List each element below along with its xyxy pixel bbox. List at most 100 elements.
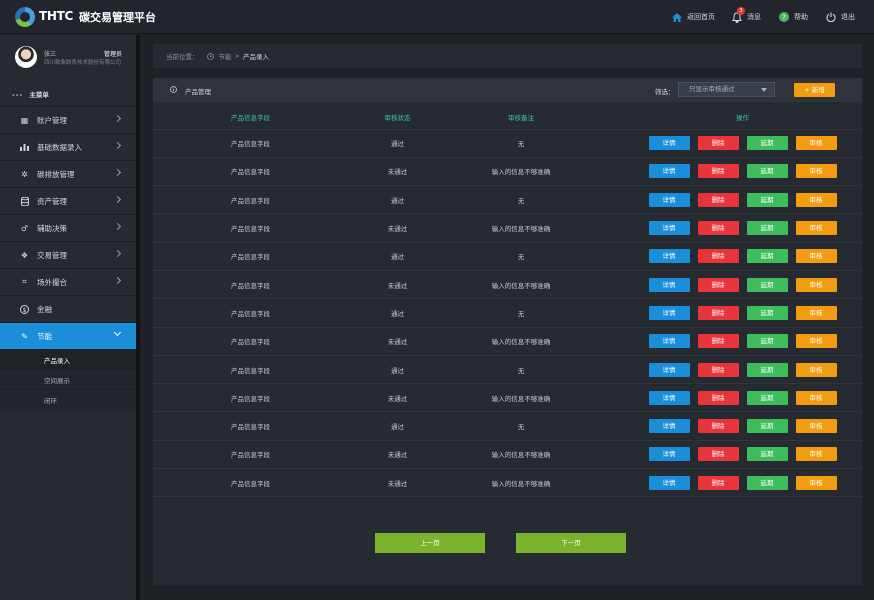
sidebar-item-emission[interactable]: ✲ 碳排放管理 — [0, 160, 136, 187]
sidebar-item-label: 辅助决策 — [37, 223, 67, 233]
delete-button[interactable]: 删除 — [697, 221, 739, 236]
sidebar-item-label: 账户管理 — [37, 115, 67, 125]
review-button[interactable]: 审核 — [795, 305, 837, 320]
next-page-button[interactable]: 下一页 — [516, 533, 626, 553]
review-button[interactable]: 审核 — [795, 419, 837, 434]
sidebar-item-energy-saving[interactable]: ✎ 节能 — [0, 322, 136, 349]
review-button[interactable]: 审核 — [795, 136, 837, 151]
home-link-label: 返回首页 — [687, 13, 715, 21]
review-button[interactable]: 审核 — [795, 447, 837, 462]
sidebar-item-trading[interactable]: ❖ 交易管理 — [0, 241, 136, 268]
sidebar-item-finance[interactable]: $ 金融 — [0, 295, 136, 322]
home-link[interactable]: 返回首页 — [672, 0, 715, 34]
sidebar-item-basic-data[interactable]: 基础数据录入 — [0, 133, 136, 160]
table-row: 产品信息字段 通过无详情 删除 延期 审核 — [153, 298, 862, 328]
sidebar-item-assets[interactable]: 资产管理 — [0, 187, 136, 214]
sidebar-subitem-closed-loop[interactable]: 闭环 — [0, 389, 136, 409]
detail-button[interactable]: 详情 — [648, 305, 690, 320]
delete-button[interactable]: 删除 — [697, 136, 739, 151]
extend-button[interactable]: 延期 — [746, 419, 788, 434]
sidebar-item-label: 基础数据录入 — [37, 142, 82, 152]
delete-button[interactable]: 删除 — [697, 305, 739, 320]
sidebar-item-label: 交易管理 — [37, 250, 67, 260]
chevron-right-icon — [113, 168, 122, 177]
detail-button[interactable]: 详情 — [648, 334, 690, 349]
messages-link[interactable]: 3 消息 — [732, 0, 761, 34]
sidebar-item-label: 节能 — [37, 331, 52, 341]
review-button[interactable]: 审核 — [795, 362, 837, 377]
sidebar-item-account[interactable]: ▦ 账户管理 — [0, 106, 136, 133]
review-button[interactable]: 审核 — [795, 475, 837, 490]
review-button[interactable]: 审核 — [795, 249, 837, 264]
detail-button[interactable]: 详情 — [648, 249, 690, 264]
extend-button[interactable]: 延期 — [746, 390, 788, 405]
detail-button[interactable]: 详情 — [648, 475, 690, 490]
delete-button[interactable]: 删除 — [697, 419, 739, 434]
add-product-button[interactable]: + 新增 — [794, 83, 835, 97]
delete-button[interactable]: 删除 — [697, 390, 739, 405]
extend-button[interactable]: 延期 — [746, 192, 788, 207]
prev-page-button[interactable]: 上一页 — [375, 533, 485, 553]
breadcrumb-path[interactable]: 节能 — [218, 53, 232, 61]
extend-button[interactable]: 延期 — [746, 447, 788, 462]
detail-button[interactable]: 详情 — [648, 136, 690, 151]
chevron-right-icon — [113, 195, 122, 204]
detail-button[interactable]: 详情 — [648, 277, 690, 292]
extend-button[interactable]: 延期 — [746, 334, 788, 349]
review-button[interactable]: 审核 — [795, 192, 837, 207]
cell-status: 通过 — [348, 411, 447, 441]
delete-button[interactable]: 删除 — [697, 249, 739, 264]
extend-button[interactable]: 延期 — [746, 164, 788, 179]
sidebar-subitem-product-entry[interactable]: 产品录入 — [0, 349, 136, 369]
detail-button[interactable]: 详情 — [648, 447, 690, 462]
detail-button[interactable]: 详情 — [648, 390, 690, 405]
chevron-down-icon — [113, 328, 122, 337]
delete-button[interactable]: 删除 — [697, 447, 739, 462]
delete-button[interactable]: 删除 — [697, 475, 739, 490]
delete-button[interactable]: 删除 — [697, 164, 739, 179]
review-button[interactable]: 审核 — [795, 390, 837, 405]
filter-select[interactable]: 只显示审核通过 — [678, 82, 775, 97]
detail-button[interactable]: 详情 — [648, 221, 690, 236]
column-header-status: 审核状态 — [384, 114, 411, 123]
extend-button[interactable]: 延期 — [746, 136, 788, 151]
review-button[interactable]: 审核 — [795, 334, 837, 349]
detail-button[interactable]: 详情 — [648, 419, 690, 434]
extend-button[interactable]: 延期 — [746, 277, 788, 292]
detail-button[interactable]: 详情 — [648, 164, 690, 179]
cell-status: 未通过 — [348, 269, 447, 299]
extend-button[interactable]: 延期 — [746, 221, 788, 236]
table-header-row: 产品信息字段 审核状态 审核备注 操作 — [153, 106, 862, 129]
cell-actions: 详情 删除 延期 审核 — [595, 354, 862, 384]
sidebar-subitem-space-display[interactable]: 空间展示 — [0, 369, 136, 389]
detail-button[interactable]: 详情 — [648, 192, 690, 207]
breadcrumb-prefix: 当前位置： — [166, 53, 199, 61]
cell-remark: 输入的信息不够准确 — [447, 383, 595, 412]
review-button[interactable]: 审核 — [795, 164, 837, 179]
cell-status: 通过 — [348, 298, 447, 328]
sidebar-item-otc[interactable]: ⌗ 场外撮合 — [0, 268, 136, 295]
cell-field: 产品信息字段 — [153, 241, 348, 271]
app-title: 碳交易管理平台 — [79, 11, 156, 24]
extend-button[interactable]: 延期 — [746, 305, 788, 320]
cell-status: 未通过 — [348, 439, 447, 469]
review-button[interactable]: 审核 — [795, 221, 837, 236]
review-button[interactable]: 审核 — [795, 277, 837, 292]
extend-button[interactable]: 延期 — [746, 475, 788, 490]
sidebar-item-decision[interactable]: ♂ 辅助决策 — [0, 214, 136, 241]
delete-button[interactable]: 删除 — [697, 277, 739, 292]
delete-button[interactable]: 删除 — [697, 334, 739, 349]
delete-button[interactable]: 删除 — [697, 362, 739, 377]
extend-button[interactable]: 延期 — [746, 362, 788, 377]
gear-icon: ✲ — [21, 169, 28, 179]
help-link[interactable]: ? 帮助 — [779, 0, 808, 34]
logout-link[interactable]: 退出 — [826, 0, 855, 34]
avatar[interactable] — [15, 46, 37, 68]
sidebar-divider — [136, 35, 140, 600]
extend-button[interactable]: 延期 — [746, 249, 788, 264]
messages-link-label: 消息 — [747, 13, 761, 21]
row-actions: 详情 删除 延期 审核 — [595, 164, 862, 179]
cell-actions: 详情 删除 延期 审核 — [595, 468, 862, 498]
delete-button[interactable]: 删除 — [697, 192, 739, 207]
detail-button[interactable]: 详情 — [648, 362, 690, 377]
